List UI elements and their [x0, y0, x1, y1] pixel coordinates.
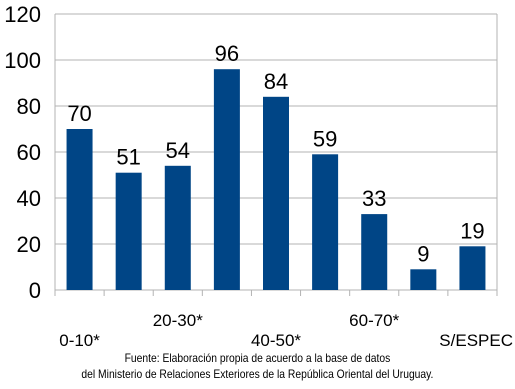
data-label: 19 [460, 218, 484, 243]
data-label: 96 [215, 41, 239, 66]
source-note-line-1: Fuente: Elaboración propia de acuerdo a … [124, 351, 391, 365]
bar [459, 246, 486, 290]
y-tick-label: 120 [4, 2, 41, 27]
bar-chart: 0 20 40 60 80 100 120 70 51 54 96 84 59 33 9 19 0-10* 20-… [4, 2, 513, 350]
bar [263, 96, 289, 290]
data-label: 9 [417, 241, 429, 266]
bar [115, 172, 142, 290]
bar [164, 165, 191, 290]
bar [361, 214, 388, 290]
y-tick-label: 80 [17, 94, 41, 119]
y-tick-label: 40 [17, 186, 41, 211]
bar [312, 154, 339, 290]
bar [410, 269, 437, 290]
data-label: 70 [67, 101, 91, 126]
x-tick-label: 60-70* [349, 311, 399, 330]
data-label: 59 [313, 126, 337, 151]
y-tick-label: 20 [17, 232, 41, 257]
bar [66, 129, 93, 290]
y-tick-label: 0 [29, 278, 41, 303]
x-tick-label: 0-10* [59, 331, 100, 350]
data-label: 54 [166, 138, 190, 163]
source-note-line-2: del Ministerio de Relaciones Exteriores … [81, 367, 434, 381]
y-tick-label: 60 [17, 140, 41, 165]
x-tick-label: S/ESPEC [439, 331, 513, 350]
bar [213, 69, 240, 290]
x-tick-label: 20-30* [153, 311, 203, 330]
data-label: 84 [264, 69, 288, 94]
data-label: 33 [362, 186, 386, 211]
x-tick-label: 40-50* [251, 331, 301, 350]
data-label: 51 [116, 145, 140, 170]
y-tick-label: 100 [4, 48, 41, 73]
